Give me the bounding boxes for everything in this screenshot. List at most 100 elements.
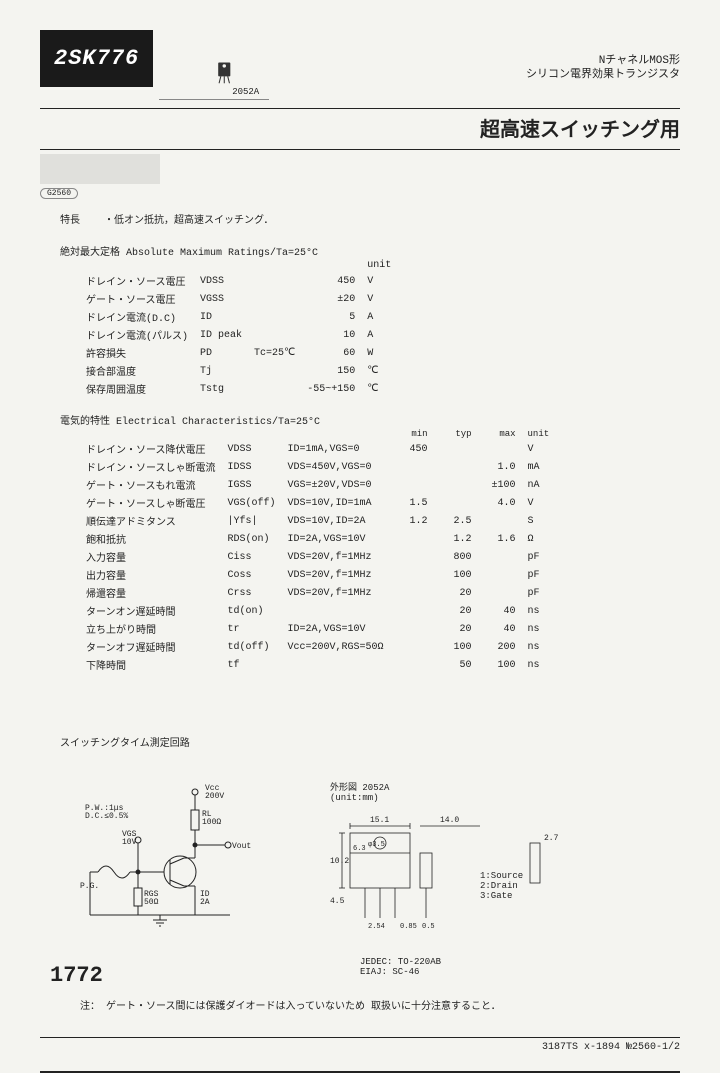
param-max: 100 bbox=[478, 656, 522, 674]
param-symbol: ID bbox=[194, 308, 248, 326]
part-number-badge: 2SK776 bbox=[40, 30, 153, 87]
diagram-row: Vcc 200V P.W.:1μs D.C.≤0.5% RL 100Ω VGS … bbox=[80, 780, 680, 977]
param-cond: VDS=10V,ID=2A bbox=[282, 512, 390, 530]
param-typ: 20 bbox=[434, 584, 478, 602]
param-symbol: td(on) bbox=[222, 602, 282, 620]
svg-text:1:Source: 1:Source bbox=[480, 871, 523, 881]
param-cond bbox=[282, 656, 390, 674]
param-max: ±100 bbox=[478, 476, 522, 494]
param-jp: ゲート・ソースしゃ断電圧 bbox=[80, 494, 222, 512]
param-typ: 1.2 bbox=[434, 530, 478, 548]
param-cond: VDS=450V,VGS=0 bbox=[282, 458, 390, 476]
param-min bbox=[390, 530, 434, 548]
gray-strip bbox=[40, 154, 160, 184]
param-symbol: RDS(on) bbox=[222, 530, 282, 548]
param-unit: A bbox=[361, 308, 397, 326]
pkg-standards: JEDEC: TO-220AB EIAJ: SC-46 bbox=[360, 957, 570, 977]
param-value: -55~+150 bbox=[301, 380, 361, 398]
table-row: 下降時間tf50100ns bbox=[80, 656, 555, 674]
param-jp: ゲート・ソース電圧 bbox=[80, 290, 194, 308]
param-unit: ns bbox=[522, 656, 556, 674]
table-row: unit bbox=[80, 259, 397, 272]
table-row: 入力容量CissVDS=20V,f=1MHz800pF bbox=[80, 548, 555, 566]
param-jp: 出力容量 bbox=[80, 566, 222, 584]
param-cond: VDS=20V,f=1MHz bbox=[282, 566, 390, 584]
param-max: 200 bbox=[478, 638, 522, 656]
svg-text:10.2: 10.2 bbox=[330, 857, 349, 866]
svg-text:P.G.: P.G. bbox=[80, 882, 99, 891]
param-jp: ドレイン・ソース電圧 bbox=[80, 272, 194, 290]
page-number: 1772 bbox=[50, 963, 103, 988]
param-min bbox=[390, 638, 434, 656]
param-min bbox=[390, 584, 434, 602]
table-row: 許容損失PDTc=25℃60W bbox=[80, 344, 397, 362]
circuit-title: スイッチングタイム測定回路 bbox=[60, 734, 680, 750]
param-typ: 50 bbox=[434, 656, 478, 674]
svg-text:200V: 200V bbox=[205, 792, 224, 801]
param-max: 40 bbox=[478, 620, 522, 638]
param-unit: ns bbox=[522, 602, 556, 620]
param-unit: nA bbox=[522, 476, 556, 494]
svg-text:14.0: 14.0 bbox=[440, 816, 459, 825]
table-row: ターンオフ遅延時間td(off)Vcc=200V,RGS=50Ω100200ns bbox=[80, 638, 555, 656]
svg-text:φ3.5: φ3.5 bbox=[368, 841, 385, 849]
svg-text:6.3: 6.3 bbox=[353, 845, 366, 853]
param-typ: 2.5 bbox=[434, 512, 478, 530]
param-jp: ゲート・ソースもれ電流 bbox=[80, 476, 222, 494]
param-max bbox=[478, 584, 522, 602]
param-unit: ℃ bbox=[361, 362, 397, 380]
param-typ bbox=[434, 458, 478, 476]
rule-under-title bbox=[40, 149, 680, 150]
param-typ: 100 bbox=[434, 638, 478, 656]
param-unit: ℃ bbox=[361, 380, 397, 398]
param-cond: ID=2A,VGS=10V bbox=[282, 620, 390, 638]
param-symbol: Tstg bbox=[194, 380, 248, 398]
param-min: 1.5 bbox=[390, 494, 434, 512]
features-line: 特長 ・低オン抵抗，超高速スイッチング． bbox=[60, 211, 680, 227]
param-jp: 帰還容量 bbox=[80, 584, 222, 602]
param-value: 450 bbox=[301, 272, 361, 290]
package-sketch-area: 2052A bbox=[159, 30, 269, 100]
table-row: 接合部温度Tj150℃ bbox=[80, 362, 397, 380]
param-cond bbox=[248, 380, 301, 398]
device-type: NチャネルMOS形 シリコン電界効果トランジスタ bbox=[526, 54, 680, 83]
param-unit: ns bbox=[522, 620, 556, 638]
param-typ bbox=[434, 494, 478, 512]
param-unit: mA bbox=[522, 458, 556, 476]
param-jp: 許容損失 bbox=[80, 344, 194, 362]
col-min: min bbox=[390, 428, 434, 440]
param-value: ±20 bbox=[301, 290, 361, 308]
param-max bbox=[478, 566, 522, 584]
param-symbol: Coss bbox=[222, 566, 282, 584]
type-line1: NチャネルMOS形 bbox=[526, 54, 680, 68]
table-row: ターンオン遅延時間td(on)2040ns bbox=[80, 602, 555, 620]
param-unit: W bbox=[361, 344, 397, 362]
table-row: ドレイン電流(パルス)ID peak10A bbox=[80, 326, 397, 344]
param-symbol: tr bbox=[222, 620, 282, 638]
param-cond bbox=[248, 290, 301, 308]
param-typ: 100 bbox=[434, 566, 478, 584]
param-unit: Ω bbox=[522, 530, 556, 548]
param-typ bbox=[434, 440, 478, 458]
features-text: ・低オン抵抗，超高速スイッチング． bbox=[104, 216, 274, 227]
param-value: 5 bbox=[301, 308, 361, 326]
param-cond: VDS=10V,ID=1mA bbox=[282, 494, 390, 512]
param-min bbox=[390, 602, 434, 620]
param-cond bbox=[282, 602, 390, 620]
note-label: 注： bbox=[80, 1002, 100, 1013]
param-symbol: Tj bbox=[194, 362, 248, 380]
col-max: max bbox=[478, 428, 522, 440]
table-row: ドレイン・ソース電圧VDSS450V bbox=[80, 272, 397, 290]
svg-text:Vout: Vout bbox=[232, 842, 251, 851]
table-row: ドレイン・ソースしゃ断電流IDSSVDS=450V,VGS=01.0mA bbox=[80, 458, 555, 476]
param-jp: ドレイン電流(D.C) bbox=[80, 308, 194, 326]
param-max bbox=[478, 548, 522, 566]
footer-rule bbox=[40, 1037, 680, 1038]
param-jp: ドレイン・ソース降伏電圧 bbox=[80, 440, 222, 458]
circuit-diagram: Vcc 200V P.W.:1μs D.C.≤0.5% RL 100Ω VGS … bbox=[80, 780, 280, 934]
svg-text:4.5: 4.5 bbox=[330, 897, 345, 906]
elec-title: 電気的特性 Electrical Characteristics/Ta=25°C bbox=[60, 412, 680, 428]
param-symbol: td(off) bbox=[222, 638, 282, 656]
abs-max-title: 絶対最大定格 Absolute Maximum Ratings/Ta=25°C bbox=[60, 243, 680, 259]
param-symbol: IDSS bbox=[222, 458, 282, 476]
